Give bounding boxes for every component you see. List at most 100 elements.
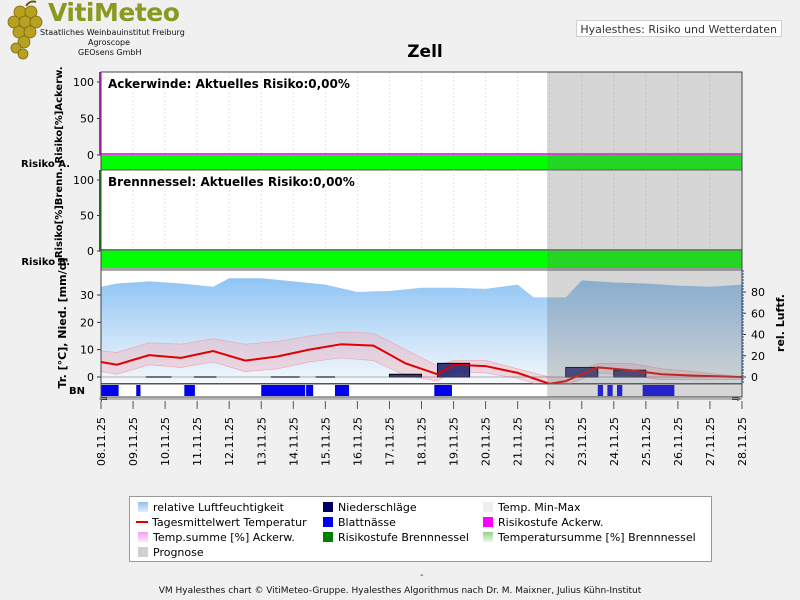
legend-item-leafwet: Blattnässe [323, 516, 396, 529]
legend-item-precip: Niederschläge [323, 501, 417, 514]
logo-line-3: GEOsens GmbH [78, 48, 142, 57]
risk-ylabel: Risiko[%]Ackerw. [54, 66, 65, 163]
x-tick-label: 08.11.25 [95, 417, 108, 466]
legend-swatch [323, 517, 333, 527]
legend-swatch [138, 502, 148, 512]
legend-item-temp-mean: Tagesmittelwert Temperatur [136, 516, 307, 529]
x-tick-label: 18.11.25 [416, 417, 429, 466]
legend-label: Tagesmittelwert Temperatur [152, 516, 307, 529]
y-tick-label: 0 [87, 149, 94, 162]
y-tick-label: 50 [80, 113, 94, 126]
legend-label: Temp. Min-Max [498, 501, 581, 514]
legend: relative Luftfeuchtigkeit Niederschläge … [129, 496, 712, 562]
legend-item-humidity: relative Luftfeuchtigkeit [138, 501, 284, 514]
legend-swatch [138, 532, 148, 542]
x-tick-label: 15.11.25 [319, 417, 332, 466]
leaf-wetness-block [617, 385, 623, 396]
leaf-wetness-block [280, 385, 306, 396]
legend-label: Blattnässe [338, 516, 396, 529]
legend-swatch [483, 532, 493, 542]
risk-label: Risiko B. [21, 257, 70, 268]
y-tick-label: 100 [73, 174, 94, 187]
logo-line-2: Agroscope [88, 38, 131, 47]
legend-item-tsum-brenn: Temperatursumme [%] Brennnessel [483, 531, 696, 544]
y-tick-label-left: 10 [80, 344, 94, 357]
legend-label: Niederschläge [338, 501, 417, 514]
legend-swatch [323, 532, 333, 542]
temp-mean-line [100, 343, 743, 385]
weather-ylabel-left: Tr. [°C], Nied. [mm/d] [56, 258, 69, 389]
logo-title: VitiMeteo [48, 0, 180, 27]
risk-level-band [101, 155, 742, 170]
legend-label: Prognose [153, 546, 204, 559]
legend-label: Risikostufe Brennnessel [338, 531, 469, 544]
x-tick-label: 11.11.25 [191, 417, 204, 466]
legend-item-risk-ackerw: Risikostufe Ackerw. [483, 516, 603, 529]
risk-level-band [101, 251, 742, 268]
leaf-wetness-block [607, 385, 613, 396]
y-tick-label-left: 0 [87, 371, 94, 384]
y-tick-label-right: 0 [751, 371, 758, 384]
x-tick-label: 23.11.25 [576, 417, 589, 466]
x-tick-label: 10.11.25 [159, 417, 172, 466]
precip-bar [388, 373, 423, 378]
x-tick-label: 14.11.25 [287, 417, 300, 466]
y-tick-label-left: 20 [80, 316, 94, 329]
separator-dash: - [420, 570, 424, 581]
legend-label: Temp.summe [%] Ackerw. [153, 531, 295, 544]
x-tick-label: 25.11.25 [640, 417, 653, 466]
x-tick-label: 26.11.25 [672, 417, 685, 466]
chart-title: Zell [407, 42, 443, 62]
humidity-area [101, 278, 742, 383]
weather-ylabel-right: rel. Luftf. [774, 294, 787, 352]
legend-item-risk-brenn: Risikostufe Brennnessel [323, 531, 469, 544]
leaf-wetness-block [136, 385, 141, 396]
legend-swatch [138, 547, 148, 557]
x-tick-label: 13.11.25 [255, 417, 268, 466]
x-tick-label: 22.11.25 [544, 417, 557, 466]
legend-label: Temperatursumme [%] Brennnessel [498, 531, 696, 544]
leaf-wetness-block [184, 385, 195, 396]
y-tick-label-left: 30 [80, 289, 94, 302]
x-tick-label: 19.11.25 [448, 417, 461, 466]
leaf-wetness-block [306, 385, 314, 396]
legend-label: Risikostufe Ackerw. [498, 516, 604, 529]
leaf-wetness-block [642, 385, 675, 396]
chart-selector-tab[interactable]: Hyalesthes: Risiko und Wetterdaten [576, 20, 782, 37]
y-tick-label-right: 80 [751, 286, 765, 299]
risk-label: Risiko A. [21, 159, 70, 170]
risk-panel-title: Ackerwinde: Aktuelles Risiko:0,00% [108, 77, 350, 91]
prognose-overlay [547, 72, 742, 397]
y-tick-label-right: 20 [751, 350, 765, 363]
y-tick-label-right: 60 [751, 307, 765, 320]
leaf-wetness-block [101, 385, 119, 396]
legend-swatch [483, 502, 493, 512]
risk-panel-title: Brennnessel: Aktuelles Risiko:0,00% [108, 175, 355, 189]
y-tick-label-right: 40 [751, 329, 765, 342]
x-tick-label: 24.11.25 [608, 417, 621, 466]
legend-swatch [483, 517, 493, 527]
logo-line-1: Staatliches Weinbauinstitut Freiburg [40, 28, 185, 37]
legend-item-prognose: Prognose [138, 546, 204, 559]
leaf-wetness-block [434, 385, 452, 396]
x-tick-label: 20.11.25 [480, 417, 493, 466]
x-tick-label: 27.11.25 [704, 417, 717, 466]
x-tick-label: 17.11.25 [383, 417, 396, 466]
legend-swatch [136, 521, 148, 523]
legend-item-temp-minmax: Temp. Min-Max [483, 501, 581, 514]
legend-label: relative Luftfeuchtigkeit [153, 501, 284, 514]
vitimeteo-logo: VitiMeteo Staatliches Weinbauinstitut Fr… [2, 0, 185, 62]
leaf-wetness-block [261, 385, 281, 396]
x-tick-label: 16.11.25 [351, 417, 364, 466]
x-tick-label: 12.11.25 [223, 417, 236, 466]
x-tick-label: 21.11.25 [512, 417, 525, 466]
risk-ylabel: Risiko[%]Brenn. [54, 168, 65, 258]
plot-frame [100, 71, 743, 398]
legend-swatch [323, 502, 333, 512]
y-tick-label: 50 [80, 210, 94, 223]
footer-credit: VM Hyalesthes chart © VitiMeteo-Gruppe. … [158, 586, 642, 596]
x-tick-label: 09.11.25 [127, 417, 140, 466]
grape-icon [7, 0, 43, 60]
leaf-wetness-block [334, 385, 350, 396]
scroll-right-icon: ⇨ [732, 394, 740, 405]
